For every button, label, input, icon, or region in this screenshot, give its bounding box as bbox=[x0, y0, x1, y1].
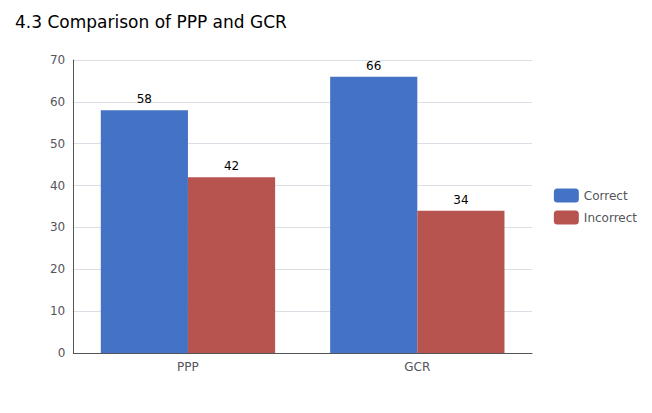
svg-text:0: 0 bbox=[58, 346, 66, 360]
svg-text:4.3 Comparison of PPP and GCR: 4.3 Comparison of PPP and GCR bbox=[15, 12, 287, 32]
svg-text:Correct: Correct bbox=[584, 189, 628, 203]
svg-text:58: 58 bbox=[137, 92, 152, 106]
svg-text:GCR: GCR bbox=[404, 360, 430, 374]
svg-text:34: 34 bbox=[453, 193, 468, 207]
svg-text:PPP: PPP bbox=[177, 360, 199, 374]
svg-text:66: 66 bbox=[366, 59, 381, 73]
svg-text:Incorrect: Incorrect bbox=[584, 211, 637, 225]
svg-text:20: 20 bbox=[50, 262, 65, 276]
svg-text:60: 60 bbox=[50, 95, 65, 109]
svg-text:10: 10 bbox=[50, 304, 65, 318]
svg-text:42: 42 bbox=[224, 159, 239, 173]
svg-text:70: 70 bbox=[50, 53, 65, 67]
svg-text:30: 30 bbox=[50, 220, 65, 234]
svg-text:40: 40 bbox=[50, 179, 65, 193]
svg-text:50: 50 bbox=[50, 137, 65, 151]
